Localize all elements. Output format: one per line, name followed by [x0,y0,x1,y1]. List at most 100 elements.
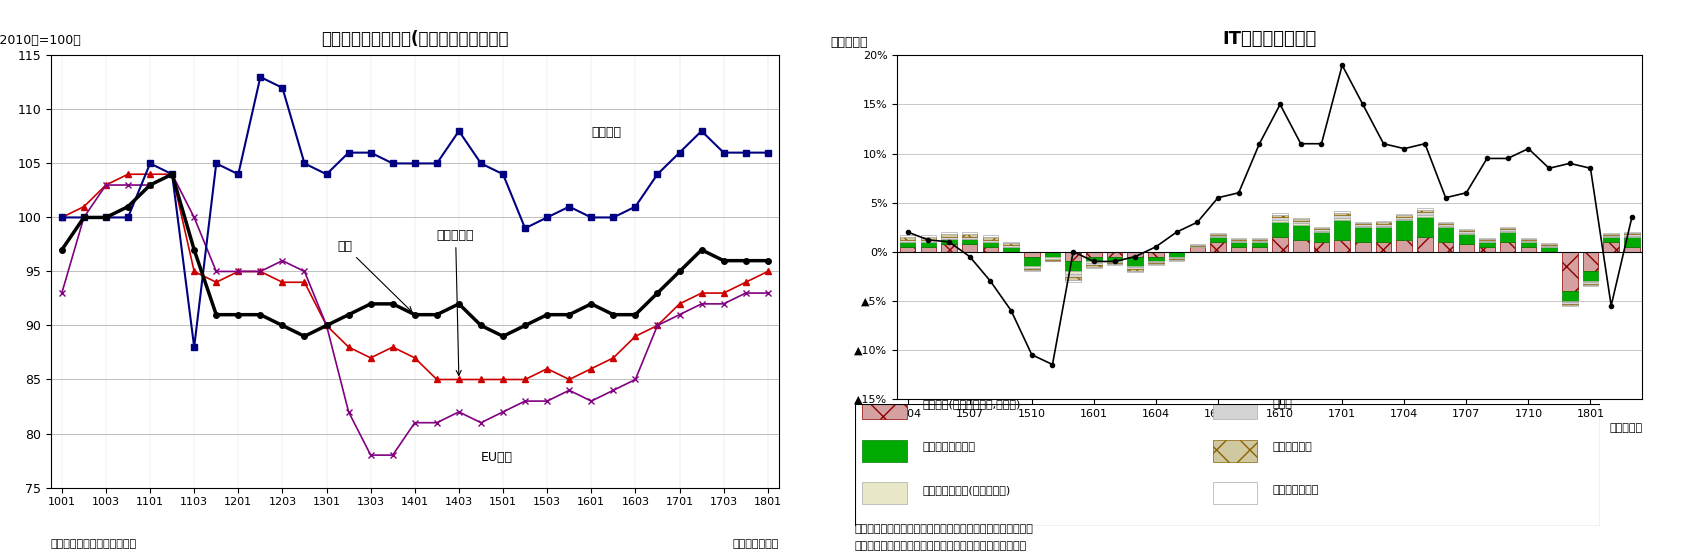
Text: 通信機: 通信機 [1271,399,1292,409]
Bar [1541,243,1558,244]
FancyBboxPatch shape [1212,397,1258,419]
Bar [1251,247,1266,252]
Text: アジア向け: アジア向け [437,229,474,376]
Bar [1354,242,1371,252]
Bar [1437,242,1453,252]
Bar [1459,229,1475,230]
Bar [1624,247,1639,252]
FancyBboxPatch shape [862,397,907,419]
Bar [1128,257,1143,266]
Text: 電算機類(含む周辺機器,部分品): 電算機類(含む周辺機器,部分品) [923,399,1021,409]
Bar [1293,221,1309,223]
Bar [1024,266,1040,268]
Bar [1397,217,1412,219]
Bar [921,240,936,242]
Bar [1293,218,1309,219]
Bar [1520,242,1536,247]
Bar [1459,230,1475,231]
Bar [1437,223,1453,224]
Bar [1603,236,1619,237]
Bar [941,244,957,252]
Bar [1417,211,1432,212]
Bar [1314,227,1329,228]
Bar [962,232,977,234]
Bar [1273,216,1288,217]
Bar [1148,263,1163,264]
Bar [1480,238,1495,239]
Bar [921,235,936,237]
Bar [1417,212,1432,216]
Bar [1293,223,1309,225]
Bar [1583,282,1598,284]
Bar [1251,238,1266,239]
Bar [1376,222,1392,224]
Text: EU向け: EU向け [481,450,513,464]
Bar [1024,252,1040,257]
Bar [1334,218,1349,220]
Bar [1520,240,1536,241]
Text: 米国向け: 米国向け [591,126,621,140]
Bar [1273,217,1288,220]
Bar [1190,244,1205,245]
Bar [1314,242,1329,252]
Text: （2010年=100）: （2010年=100） [0,34,81,47]
Bar [901,242,916,247]
Bar [1624,234,1639,236]
Bar [1520,238,1536,239]
Bar [1437,224,1453,226]
FancyBboxPatch shape [1212,440,1258,461]
Bar [1231,241,1246,242]
Bar [1563,252,1578,291]
Bar [962,239,977,244]
Bar [1500,229,1515,231]
Bar [1273,237,1288,252]
Bar [1583,252,1598,271]
Bar [1541,247,1558,252]
Bar [1293,225,1309,240]
Bar [901,247,916,252]
Bar [1480,247,1495,252]
Bar [1437,222,1453,223]
Bar [1231,239,1246,240]
Bar [1004,242,1019,243]
Text: 科学光学機器: 科学光学機器 [1271,442,1312,452]
FancyBboxPatch shape [862,483,907,504]
Bar [1251,242,1266,247]
Bar [1087,257,1102,261]
Bar [1624,236,1639,237]
Bar [1583,285,1598,286]
Text: （前年比）: （前年比） [830,35,869,49]
Bar [1354,222,1371,223]
Title: IT関連輸出の推移: IT関連輸出の推移 [1222,30,1317,48]
Bar [1107,257,1122,261]
Bar [1480,241,1495,242]
Bar [1128,271,1143,272]
Bar [1045,260,1060,261]
Bar [1624,232,1639,233]
Bar [1024,257,1040,266]
Bar [1210,242,1226,252]
Bar [1354,227,1371,242]
Bar [982,247,999,252]
Bar [1354,223,1371,224]
Bar [1500,228,1515,229]
Bar [1128,269,1143,271]
Bar [1231,242,1246,247]
Bar [1231,238,1246,239]
Bar [941,239,957,244]
Bar [1148,264,1163,265]
Bar [1541,244,1558,245]
Bar [1603,235,1619,236]
Bar [962,234,977,237]
Bar [1190,246,1205,247]
Bar [1376,224,1392,226]
Bar [1417,217,1432,237]
Bar [1583,284,1598,285]
Bar [1583,271,1598,281]
Bar [1128,252,1143,257]
Title: 地域別輸出数量指数(季節調整値）の推移: 地域別輸出数量指数(季節調整値）の推移 [322,30,508,48]
Bar [1293,219,1309,221]
Bar [1603,242,1619,252]
Bar [982,235,999,237]
Bar [1437,227,1453,242]
